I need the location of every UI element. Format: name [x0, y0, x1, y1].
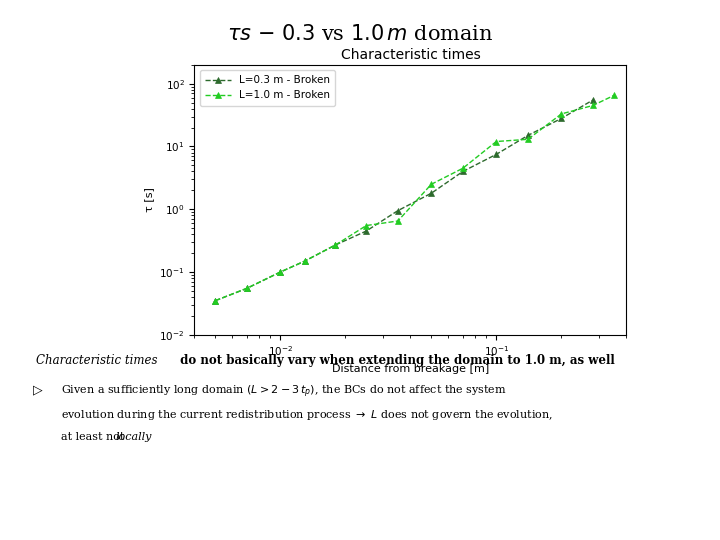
L=1.0 m - Broken	[211, 298, 220, 304]
L=0.3 m - Broken	[589, 97, 598, 103]
L=1.0 m - Broken	[459, 165, 467, 172]
Title: Characteristic times: Characteristic times	[341, 48, 480, 62]
L=0.3 m - Broken	[276, 269, 284, 275]
L=1.0 m - Broken	[276, 269, 284, 275]
Text: locally: locally	[116, 432, 153, 442]
Legend: L=0.3 m - Broken, L=1.0 m - Broken: L=0.3 m - Broken, L=1.0 m - Broken	[199, 70, 336, 106]
L=0.3 m - Broken	[523, 132, 532, 139]
L=1.0 m - Broken	[589, 102, 598, 109]
L=0.3 m - Broken	[301, 258, 310, 264]
L=1.0 m - Broken	[557, 111, 566, 117]
L=1.0 m - Broken	[362, 222, 371, 229]
L=0.3 m - Broken	[557, 115, 566, 122]
L=1.0 m - Broken	[492, 138, 500, 145]
Line: L=0.3 m - Broken: L=0.3 m - Broken	[212, 97, 595, 303]
L=1.0 m - Broken	[610, 92, 618, 99]
L=0.3 m - Broken	[331, 242, 340, 248]
Text: evolution during the current redistribution process $\rightarrow$ $L$ does not g: evolution during the current redistribut…	[61, 408, 553, 422]
L=1.0 m - Broken	[523, 136, 532, 143]
L=0.3 m - Broken	[459, 168, 467, 175]
X-axis label: Distance from breakage [m]: Distance from breakage [m]	[332, 364, 489, 374]
Text: Characteristic times: Characteristic times	[36, 354, 158, 367]
L=0.3 m - Broken	[492, 151, 500, 158]
Text: at least not: at least not	[61, 432, 128, 442]
Y-axis label: τ [s]: τ [s]	[144, 187, 154, 212]
Text: do not basically vary when extending the domain to 1.0 m, as well: do not basically vary when extending the…	[176, 354, 615, 367]
Text: $\triangleright$: $\triangleright$	[32, 383, 44, 397]
L=0.3 m - Broken	[211, 298, 220, 304]
L=0.3 m - Broken	[243, 285, 251, 292]
L=0.3 m - Broken	[394, 207, 402, 214]
L=1.0 m - Broken	[331, 242, 340, 248]
Text: $\mathit{\tau s}$ $-$ $0.3$ vs $1.0\,m$ domain: $\mathit{\tau s}$ $-$ $0.3$ vs $1.0\,m$ …	[227, 24, 493, 44]
L=1.0 m - Broken	[243, 285, 251, 292]
Text: Given a sufficiently long domain $(L > 2-3\,t_p)$, the BCs do not affect the sys: Given a sufficiently long domain $(L > 2…	[61, 383, 507, 400]
Line: L=1.0 m - Broken: L=1.0 m - Broken	[212, 93, 616, 303]
L=0.3 m - Broken	[427, 190, 436, 197]
L=1.0 m - Broken	[427, 181, 436, 187]
L=0.3 m - Broken	[362, 228, 371, 234]
L=1.0 m - Broken	[301, 258, 310, 264]
L=1.0 m - Broken	[394, 218, 402, 224]
